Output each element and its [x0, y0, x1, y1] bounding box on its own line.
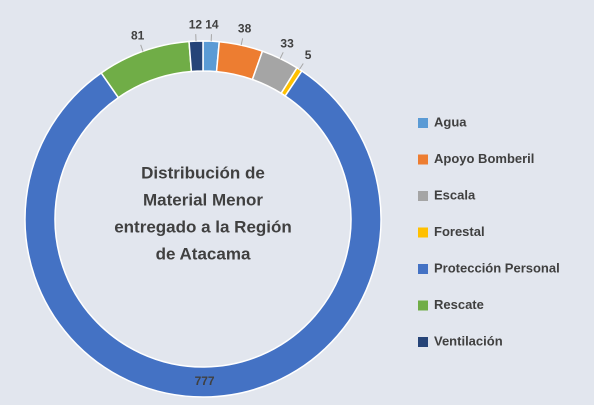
legend-label: Agua	[434, 114, 467, 129]
chart-title: Distribución de	[141, 163, 265, 182]
legend-swatch	[418, 300, 428, 311]
data-label: 33	[280, 36, 294, 50]
legend-swatch	[418, 264, 428, 274]
data-label: 777	[195, 374, 215, 388]
chart-title: Material Menor	[143, 190, 263, 209]
legend-label: Protección Personal	[434, 260, 560, 275]
leader-line	[279, 52, 284, 59]
legend-swatch	[418, 337, 428, 347]
leader-line	[299, 63, 304, 70]
legend-swatch	[418, 191, 428, 201]
legend-label: Escala	[434, 187, 476, 202]
data-label: 5	[305, 48, 312, 62]
chart-title: de Atacama	[156, 244, 251, 263]
legend-swatch	[418, 154, 428, 165]
data-label: 81	[131, 29, 145, 43]
data-label: 12	[189, 17, 203, 31]
legend-swatch	[418, 118, 428, 128]
leader-line	[240, 38, 244, 46]
legend-label: Rescate	[434, 297, 484, 312]
legend-label: Apoyo Bomberil	[434, 151, 534, 166]
legend-label: Ventilación	[434, 333, 503, 348]
data-label: 14	[205, 17, 219, 31]
donut-slice	[100, 40, 193, 99]
donut-slice	[24, 69, 382, 398]
leader-line	[140, 44, 144, 52]
data-label: 38	[238, 22, 252, 36]
legend-label: Forestal	[434, 224, 485, 239]
legend-swatch	[418, 227, 428, 238]
chart-title: entregado a la Región	[114, 217, 292, 236]
donut-slice	[188, 40, 204, 73]
